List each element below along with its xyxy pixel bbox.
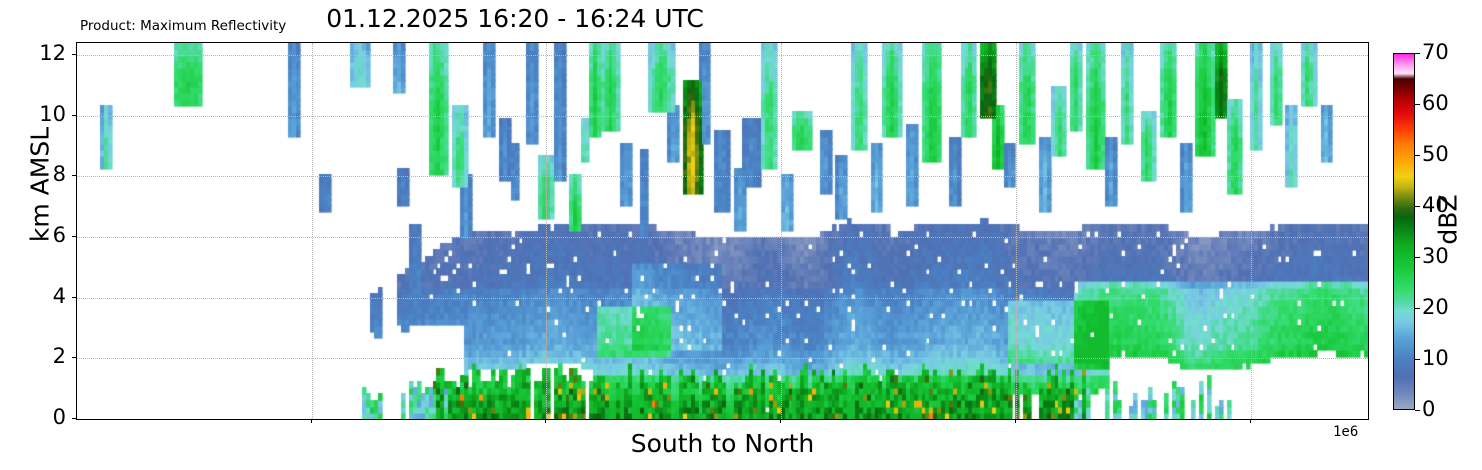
- y-tick-mark: [72, 54, 76, 56]
- y-tick-mark: [72, 418, 76, 419]
- page-title: 01.12.2025 16:20 - 16:24 UTC: [326, 4, 704, 33]
- y-gridline: [77, 297, 1368, 299]
- colorbar-tick-label: 50: [1422, 142, 1449, 166]
- product-label: Product: Maximum Reflectivity: [80, 18, 287, 34]
- y-tick-mark: [72, 175, 76, 177]
- colorbar-tick-label: 10: [1422, 346, 1449, 370]
- colorbar-tick-mark: [1415, 257, 1420, 258]
- x-tick-mark: [310, 419, 312, 423]
- y-tick-label: 10: [39, 101, 66, 126]
- y-tick-mark: [72, 296, 76, 298]
- x-gridline: [1250, 43, 1252, 419]
- reflectivity-heatmap: [77, 43, 1368, 419]
- colorbar-tick-mark: [1415, 308, 1420, 309]
- x-tick-mark: [1014, 419, 1016, 423]
- x-axis-label: South to North: [630, 429, 815, 458]
- colorbar-tick-mark: [1415, 206, 1420, 207]
- x-gridline: [546, 43, 548, 419]
- colorbar-tick-label: 0: [1422, 397, 1436, 421]
- x-axis-exponent-label: 1e6: [1333, 424, 1359, 440]
- colorbar-tick-label: 60: [1422, 91, 1449, 115]
- y-gridline: [77, 176, 1368, 178]
- y-gridline: [77, 55, 1368, 57]
- x-gridline: [1015, 43, 1017, 419]
- colorbar-tick-mark: [1415, 410, 1420, 411]
- x-tick-mark: [545, 419, 547, 423]
- colorbar-tick-label: 20: [1422, 295, 1449, 319]
- y-tick-label: 4: [52, 283, 66, 308]
- colorbar: [1393, 53, 1415, 410]
- plot-area: [76, 42, 1369, 420]
- y-gridline: [77, 358, 1368, 360]
- colorbar-tick-mark: [1415, 53, 1420, 54]
- y-tick-mark: [72, 236, 76, 238]
- x-tick-mark: [1249, 419, 1251, 423]
- y-tick-label: 0: [52, 405, 66, 429]
- y-tick-label: 12: [39, 41, 66, 66]
- colorbar-gradient: [1394, 54, 1414, 409]
- y-tick-mark: [72, 357, 76, 359]
- colorbar-tick-label: 30: [1422, 244, 1449, 268]
- colorbar-tick-label: 70: [1422, 40, 1449, 64]
- x-gridline: [781, 43, 783, 419]
- y-tick-label: 8: [52, 162, 66, 187]
- y-gridline: [77, 237, 1368, 239]
- colorbar-tick-mark: [1415, 104, 1420, 105]
- y-tick-mark: [72, 114, 76, 116]
- y-tick-label: 6: [52, 223, 66, 248]
- x-gridline: [311, 43, 313, 419]
- colorbar-tick-mark: [1415, 155, 1420, 156]
- x-tick-mark: [780, 419, 782, 423]
- colorbar-tick-mark: [1415, 359, 1420, 360]
- colorbar-tick-label: 40: [1422, 193, 1449, 217]
- y-gridline: [77, 115, 1368, 117]
- y-tick-label: 2: [52, 344, 66, 369]
